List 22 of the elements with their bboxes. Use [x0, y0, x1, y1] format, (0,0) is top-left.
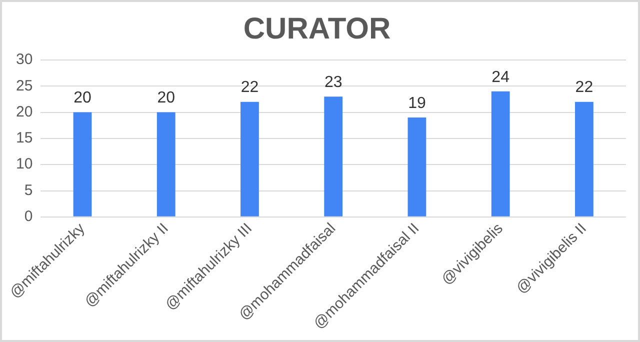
y-tick-label: 15 [16, 130, 33, 147]
data-label: 24 [492, 68, 510, 86]
data-label: 22 [575, 79, 594, 96]
bar [574, 102, 594, 216]
data-label: 22 [240, 79, 259, 96]
bar [240, 102, 259, 216]
bar [324, 96, 343, 216]
bar [408, 118, 426, 216]
y-tick-label: 0 [24, 208, 33, 226]
data-label: 23 [324, 74, 342, 92]
y-tick-label: 10 [16, 156, 33, 173]
bar [73, 112, 92, 216]
bar [491, 91, 510, 216]
y-tick-label: 20 [16, 103, 33, 120]
data-label: 20 [157, 90, 176, 107]
data-label: 19 [408, 94, 426, 112]
bar [156, 112, 176, 216]
y-tick-label: 25 [16, 77, 33, 94]
chart-title: CURATOR [243, 12, 391, 46]
y-tick-label: 5 [24, 182, 33, 199]
y-tick-label: 30 [16, 51, 33, 68]
data-label: 20 [74, 90, 92, 107]
